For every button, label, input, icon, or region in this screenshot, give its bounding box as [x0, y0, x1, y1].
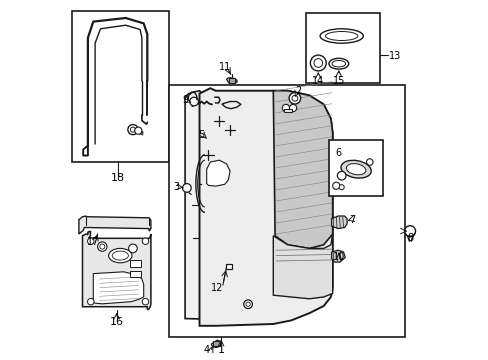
Ellipse shape — [328, 58, 348, 69]
Text: 5: 5 — [198, 130, 204, 140]
Polygon shape — [331, 216, 346, 229]
Bar — [328, 140, 382, 196]
Text: 7: 7 — [348, 215, 355, 225]
Bar — [130, 271, 141, 277]
Circle shape — [404, 226, 415, 237]
Text: 1: 1 — [217, 345, 224, 355]
Polygon shape — [82, 231, 151, 310]
Polygon shape — [226, 78, 237, 83]
Circle shape — [244, 300, 252, 309]
Circle shape — [134, 127, 142, 134]
Text: 15: 15 — [332, 76, 345, 86]
Bar — [213, 341, 219, 346]
Ellipse shape — [112, 251, 128, 260]
Bar — [72, 11, 168, 162]
Polygon shape — [206, 160, 230, 186]
Text: 14: 14 — [311, 76, 323, 86]
Circle shape — [291, 95, 297, 101]
Bar — [229, 78, 235, 83]
Ellipse shape — [325, 31, 357, 40]
Text: 18: 18 — [110, 173, 124, 183]
Circle shape — [337, 171, 346, 180]
Circle shape — [288, 93, 300, 104]
Circle shape — [366, 159, 372, 165]
Text: 11: 11 — [218, 62, 230, 72]
Text: 4: 4 — [203, 345, 210, 355]
Text: 2: 2 — [295, 86, 301, 96]
Circle shape — [313, 59, 322, 67]
Ellipse shape — [346, 163, 365, 175]
Polygon shape — [331, 250, 345, 262]
Text: 10: 10 — [332, 252, 344, 262]
Bar — [168, 85, 404, 337]
Ellipse shape — [340, 160, 370, 178]
Polygon shape — [211, 340, 221, 347]
Circle shape — [87, 298, 94, 305]
Text: 12: 12 — [211, 283, 223, 293]
Bar — [225, 264, 232, 269]
Bar — [330, 32, 352, 40]
Circle shape — [130, 127, 135, 132]
Text: 9: 9 — [182, 95, 188, 105]
Circle shape — [142, 298, 148, 305]
Circle shape — [182, 184, 191, 192]
Text: 17: 17 — [87, 237, 99, 247]
Circle shape — [98, 242, 107, 251]
Circle shape — [310, 55, 325, 71]
Circle shape — [332, 182, 339, 189]
Polygon shape — [79, 216, 151, 234]
Bar — [284, 109, 291, 112]
Polygon shape — [93, 272, 143, 304]
Polygon shape — [185, 91, 271, 320]
Polygon shape — [273, 234, 332, 299]
Circle shape — [87, 238, 94, 244]
Text: 16: 16 — [109, 317, 123, 327]
Circle shape — [128, 244, 137, 253]
Polygon shape — [273, 91, 332, 248]
Circle shape — [289, 104, 296, 112]
Text: 3: 3 — [173, 182, 180, 192]
Polygon shape — [199, 88, 332, 326]
Circle shape — [100, 244, 104, 249]
Bar — [305, 13, 379, 83]
Circle shape — [189, 97, 198, 106]
Ellipse shape — [320, 29, 363, 43]
Circle shape — [142, 238, 148, 244]
Text: 6: 6 — [335, 148, 341, 158]
Bar — [130, 260, 141, 267]
Circle shape — [339, 185, 344, 190]
Text: 13: 13 — [387, 51, 400, 61]
Circle shape — [127, 125, 138, 135]
Ellipse shape — [331, 60, 345, 67]
Circle shape — [245, 302, 250, 306]
Text: 8: 8 — [406, 233, 412, 243]
Ellipse shape — [108, 248, 132, 263]
Circle shape — [282, 104, 289, 112]
